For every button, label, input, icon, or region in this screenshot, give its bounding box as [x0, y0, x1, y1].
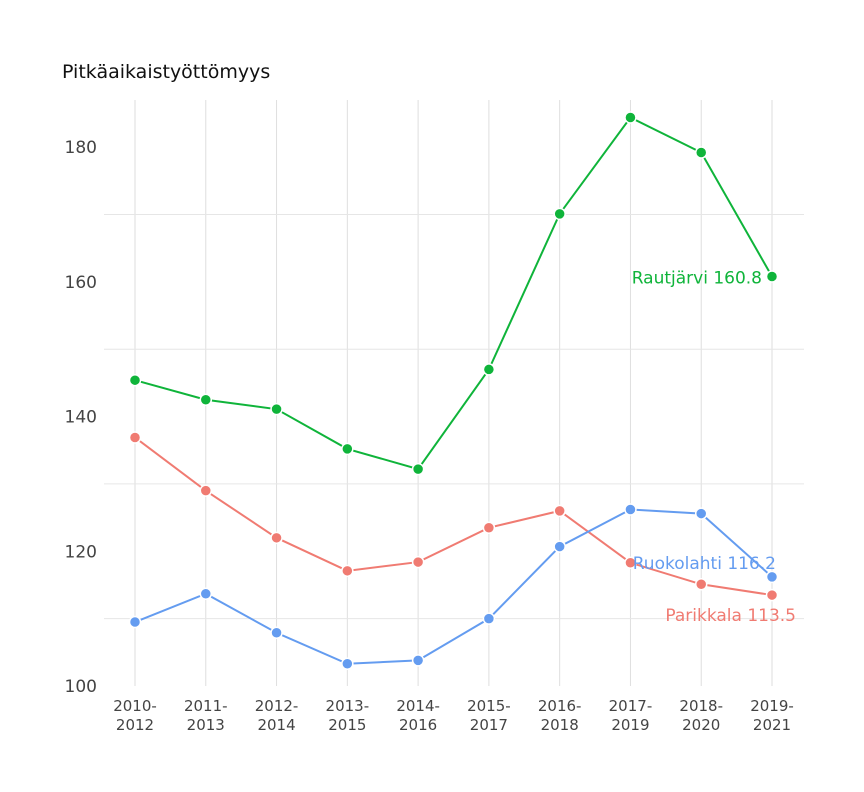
data-point	[694, 507, 708, 520]
y-tick-label: 180	[65, 138, 97, 158]
data-point	[624, 556, 637, 569]
data-point	[411, 555, 425, 569]
grid	[104, 100, 804, 686]
data-point	[199, 587, 213, 600]
x-tick-label: 2012-2014	[255, 697, 299, 734]
data-point	[128, 431, 142, 444]
y-tick-label: 100	[65, 677, 97, 697]
y-axis: 100 120 140 160 180	[65, 138, 97, 697]
data-point	[482, 363, 496, 376]
x-tick-label: 2016-2018	[538, 697, 582, 734]
x-tick-label: 2019-2021	[750, 697, 794, 734]
data-point	[411, 654, 425, 667]
data-point	[553, 207, 566, 221]
x-tick-label: 2017-2019	[609, 697, 653, 734]
data-point	[765, 570, 779, 584]
data-point	[128, 615, 142, 629]
x-tick-label: 2013-2015	[326, 697, 370, 734]
data-point	[270, 531, 283, 545]
y-tick-label: 120	[65, 542, 97, 562]
data-point	[199, 393, 213, 406]
series-line	[134, 436, 773, 597]
series-group	[128, 111, 779, 671]
data-point	[765, 270, 779, 283]
x-tick-label: 2014-2016	[396, 697, 440, 734]
series-end-label: Rautjärvi 160.8	[632, 268, 762, 288]
data-point	[341, 564, 354, 578]
data-point	[553, 540, 566, 553]
x-tick-label: 2018-2020	[679, 697, 723, 734]
data-point	[128, 373, 142, 387]
data-point	[270, 402, 283, 416]
data-point	[765, 588, 779, 602]
data-point	[624, 111, 637, 124]
chart-title: Pitkäaikaistyöttömyys	[62, 61, 270, 83]
data-point	[694, 146, 708, 159]
y-tick-label: 160	[65, 273, 97, 293]
series-labels: Rautjärvi 160.8 Parikkala 113.5 Ruokolahti…	[632, 268, 796, 626]
series-end-label: Parikkala 113.5	[665, 606, 796, 626]
data-point	[553, 504, 566, 518]
data-point	[482, 612, 496, 625]
data-point	[341, 657, 354, 671]
x-tick-label: 2010-2012	[113, 697, 157, 734]
data-point	[482, 521, 496, 534]
x-tick-label: 2011-2013	[184, 697, 228, 734]
data-point	[341, 442, 354, 456]
series-line	[134, 116, 773, 471]
data-point	[270, 626, 283, 640]
data-point	[411, 462, 425, 476]
y-tick-label: 140	[65, 408, 97, 428]
data-point	[199, 484, 213, 497]
series-line	[134, 508, 773, 665]
data-point	[624, 503, 637, 516]
series-end-label: Ruokolahti 116.2	[633, 554, 776, 574]
x-tick-label: 2015-2017	[467, 697, 511, 734]
data-point	[694, 578, 708, 591]
x-axis: 2010-2012 2011-2013 2012-2014 2013-2015 2014…	[113, 697, 794, 734]
